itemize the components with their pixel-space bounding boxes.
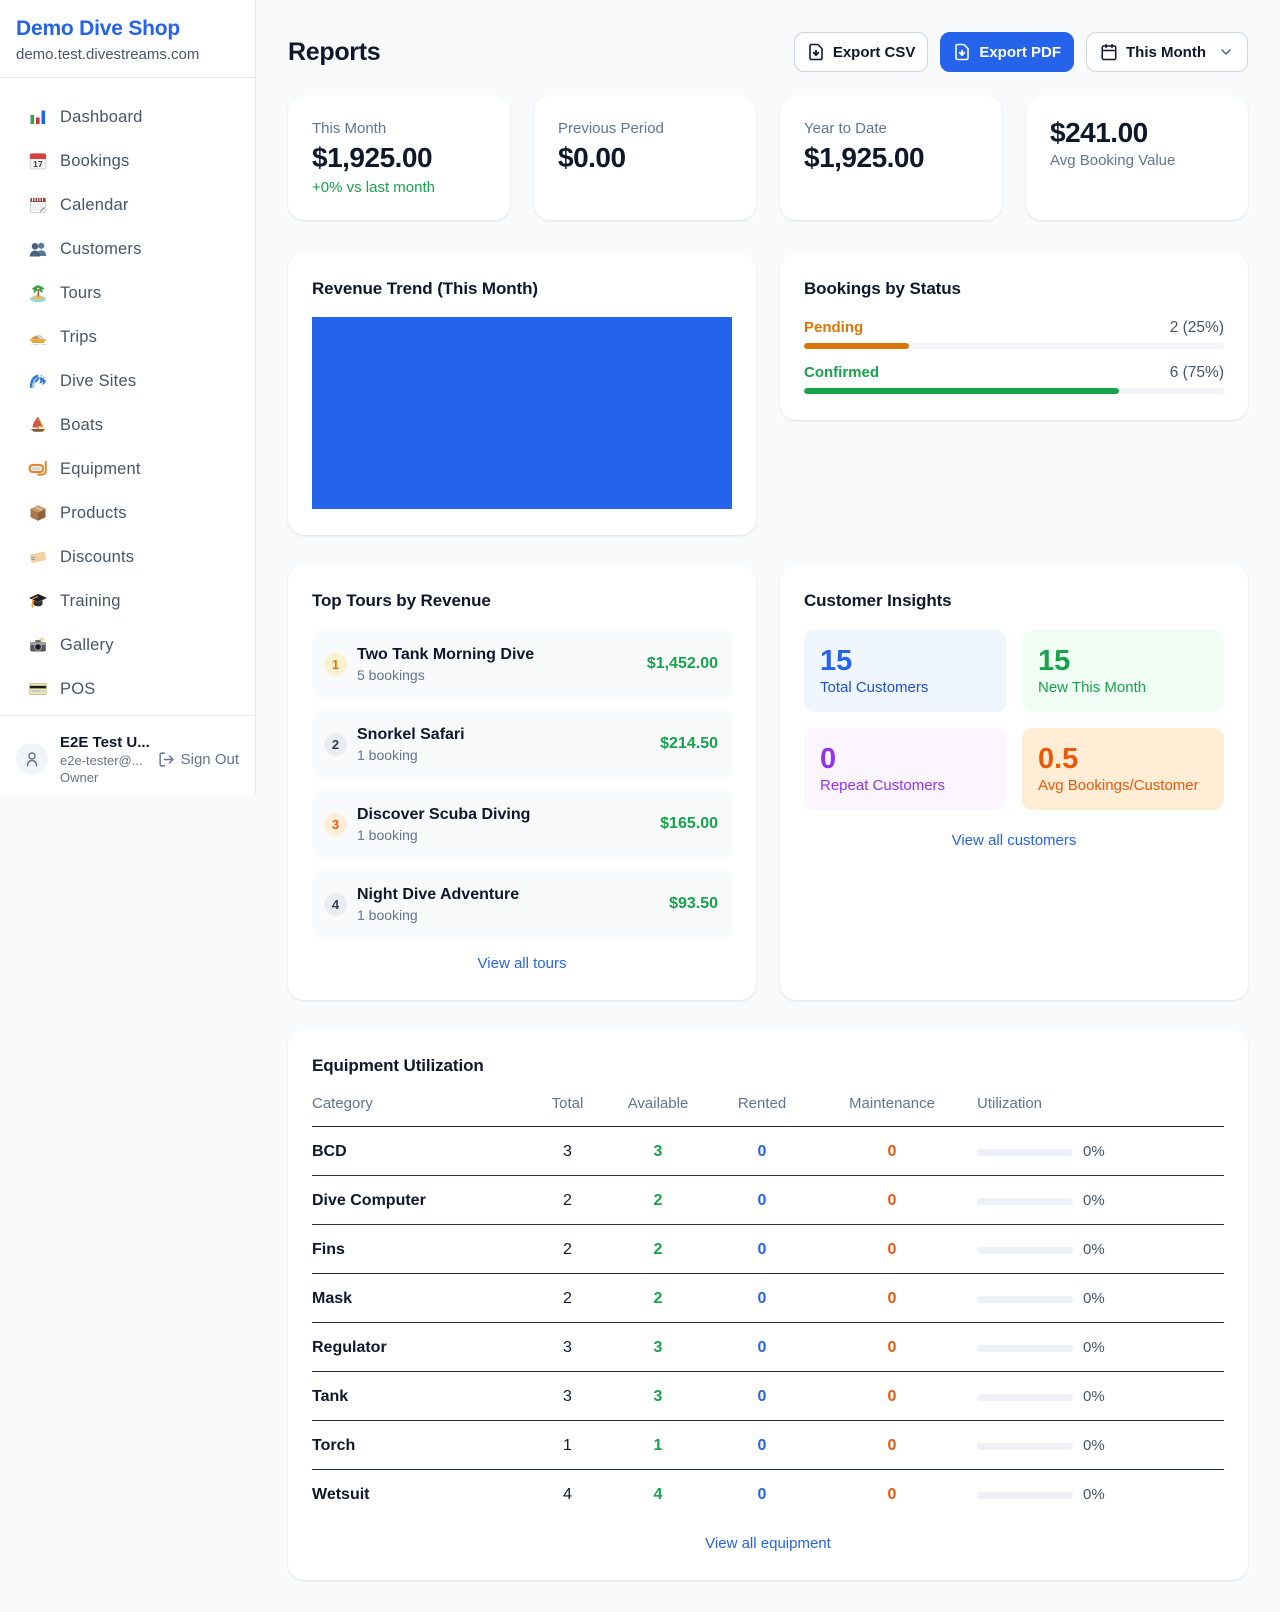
svg-text:17: 17 xyxy=(33,159,43,169)
